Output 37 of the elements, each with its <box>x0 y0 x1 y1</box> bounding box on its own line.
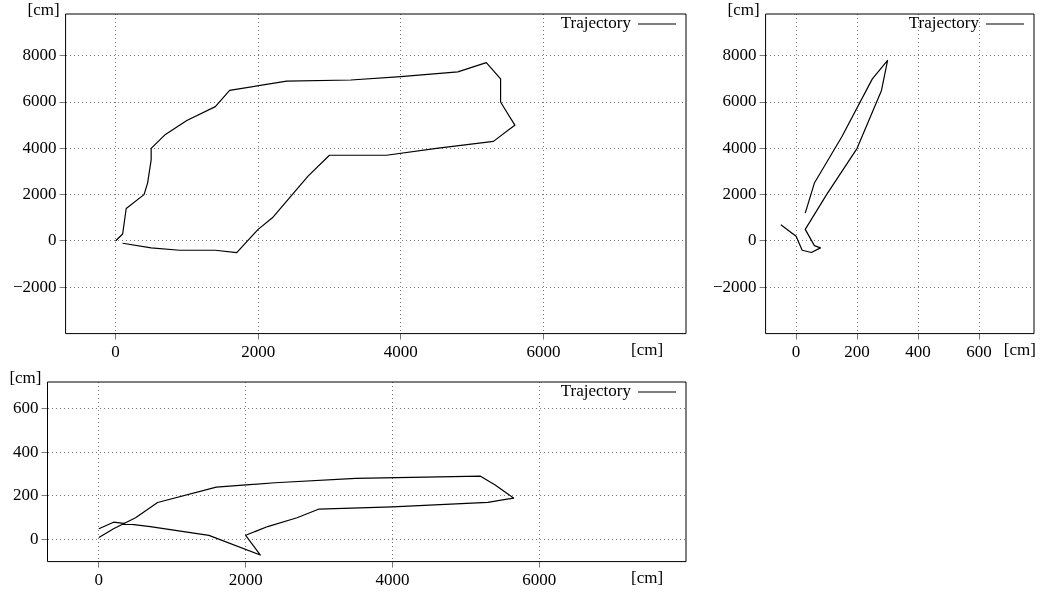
y-tick-label: 2000 <box>22 184 57 204</box>
y-tick-label: 4000 <box>22 137 57 157</box>
y-tick-label: 0 <box>748 230 757 250</box>
y-tick-label: 6000 <box>722 91 757 111</box>
x-tick-label: 6000 <box>522 570 557 590</box>
y-tick-label: 0 <box>48 230 57 250</box>
x-tick-label: 4000 <box>375 570 410 590</box>
y-tick-label: 200 <box>13 485 39 505</box>
y-tick-label: 8000 <box>722 45 757 65</box>
y-tick-label: 600 <box>13 397 39 417</box>
y-axis-title: [cm] <box>27 0 60 19</box>
y-axis-title: [cm] <box>727 0 760 19</box>
y-tick-label: 400 <box>13 441 39 461</box>
x-tick-label: 200 <box>844 342 870 362</box>
x-axis-title: [cm] <box>631 567 664 587</box>
x-axis-title: [cm] <box>631 339 664 359</box>
y-tick-label: 8000 <box>22 45 57 65</box>
y-tick-label: 6000 <box>22 91 57 111</box>
y-tick-label: −2000 <box>12 276 57 296</box>
x-tick-label: 2000 <box>241 342 276 362</box>
x-tick-label: 0 <box>791 342 801 362</box>
x-tick-label: 4000 <box>383 342 418 362</box>
x-axis-title: [cm] <box>1003 339 1036 359</box>
x-tick-label: 400 <box>905 342 931 362</box>
x-tick-label: 0 <box>94 570 104 590</box>
x-tick-label: 0 <box>111 342 120 362</box>
legend-label: Trajectory <box>560 13 632 33</box>
y-tick-label: −2000 <box>712 276 757 296</box>
legend-label: Trajectory <box>908 13 980 33</box>
x-tick-label: 600 <box>966 342 992 362</box>
y-tick-label: 2000 <box>722 184 757 204</box>
x-tick-label: 6000 <box>526 342 561 362</box>
y-tick-label: 4000 <box>722 137 757 157</box>
y-tick-label: 0 <box>30 529 39 549</box>
y-axis-title: [cm] <box>9 367 42 387</box>
x-tick-label: 2000 <box>228 570 263 590</box>
legend-label: Trajectory <box>560 381 632 401</box>
